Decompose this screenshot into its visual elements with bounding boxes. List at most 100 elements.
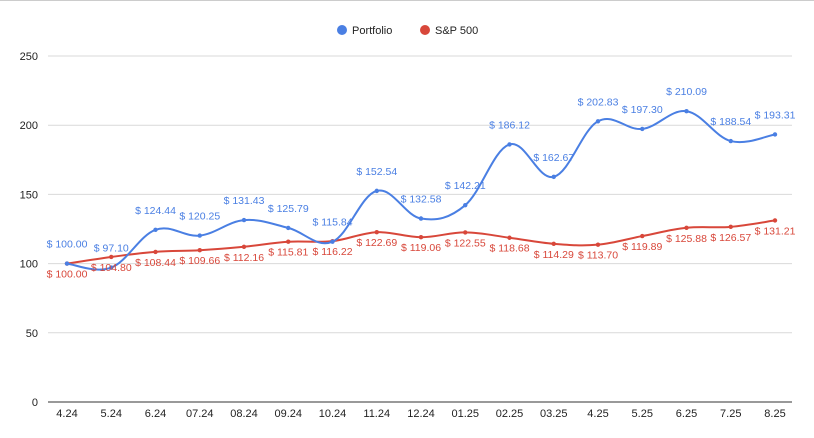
data-label: $ 131.21 xyxy=(755,225,796,237)
data-point xyxy=(684,225,689,230)
legend-label: S&P 500 xyxy=(435,25,478,37)
data-point xyxy=(640,233,645,239)
data-label: $ 131.43 xyxy=(224,195,265,207)
x-tick-label: 09.24 xyxy=(274,408,302,420)
data-label: $ 202.83 xyxy=(578,96,619,108)
data-label: $ 108.44 xyxy=(135,257,176,269)
data-label: $ 118.68 xyxy=(489,243,529,255)
data-label: $ 186.12 xyxy=(489,119,530,131)
data-label: $ 193.31 xyxy=(755,109,796,121)
y-tick-label: 50 xyxy=(26,328,38,340)
data-label: $ 114.29 xyxy=(534,249,574,261)
data-point xyxy=(595,242,601,247)
data-point xyxy=(330,239,335,244)
data-label: $ 132.58 xyxy=(401,194,442,206)
data-label: $ 116.22 xyxy=(312,246,352,258)
data-label: $ 119.06 xyxy=(401,242,441,254)
data-point xyxy=(153,227,158,232)
x-tick-label: 08.24 xyxy=(230,408,258,420)
data-point xyxy=(507,142,512,147)
data-label: $ 115.84 xyxy=(312,217,352,229)
x-tick-label: 5.25 xyxy=(632,408,653,420)
data-point xyxy=(286,239,291,244)
data-point xyxy=(728,138,733,144)
data-label: $ 210.09 xyxy=(666,86,707,98)
data-point xyxy=(551,174,556,180)
data-label: $ 113.70 xyxy=(578,250,618,262)
data-point xyxy=(153,249,158,255)
data-point xyxy=(595,119,601,124)
x-tick-label: 03.25 xyxy=(540,408,568,420)
data-point xyxy=(241,217,247,223)
data-point xyxy=(109,265,114,270)
data-point xyxy=(197,233,202,238)
data-point xyxy=(418,216,424,221)
legend: Portfolio S&P 500 xyxy=(337,25,478,37)
x-axis: 4.24 5.24 6.24 07.24 08.24 09.24 10.24 11.24 12.… xyxy=(56,408,785,420)
data-point xyxy=(241,244,247,249)
legend-label: Portfolio xyxy=(352,25,392,37)
data-label: $ 122.55 xyxy=(445,237,486,249)
data-label: $ 119.89 xyxy=(622,241,662,253)
data-point xyxy=(64,261,70,266)
data-label: $ 115.81 xyxy=(268,247,308,259)
series-lines xyxy=(64,109,778,271)
legend-swatch xyxy=(420,25,430,35)
data-label: $ 126.57 xyxy=(710,232,751,244)
legend-swatch xyxy=(337,25,347,35)
y-tick-label: 200 xyxy=(20,120,38,132)
y-tick-label: 100 xyxy=(20,259,38,271)
x-tick-label: 10.24 xyxy=(319,408,347,420)
x-tick-label: 07.24 xyxy=(186,408,214,420)
data-point xyxy=(374,229,379,235)
data-point xyxy=(374,188,379,194)
y-axis: 0 50 100 150 200 250 xyxy=(20,51,38,409)
x-tick-label: 4.25 xyxy=(587,408,608,420)
data-point xyxy=(640,126,645,132)
data-label: $ 125.79 xyxy=(268,203,309,215)
x-tick-label: 8.25 xyxy=(764,408,785,420)
data-point xyxy=(551,241,556,247)
data-point xyxy=(772,132,778,137)
data-label: $ 120.25 xyxy=(179,211,220,223)
data-point xyxy=(684,109,689,114)
x-tick-label: 5.24 xyxy=(101,408,122,420)
data-label: $ 142.21 xyxy=(445,180,486,192)
data-label: $ 124.44 xyxy=(135,205,176,217)
data-point xyxy=(109,254,114,260)
data-label: $ 197.30 xyxy=(622,104,663,116)
data-point xyxy=(772,218,778,223)
x-tick-label: 6.25 xyxy=(676,408,697,420)
data-label: $ 162.67 xyxy=(533,152,574,164)
data-labels: $ 100.00 $ 97.10$ 124.44 $ 120.25$ 131.43$… xyxy=(47,86,796,280)
data-label: $ 104.80 xyxy=(91,262,132,274)
data-label: $ 97.10 xyxy=(94,243,129,255)
data-point xyxy=(463,230,468,235)
x-tick-label: 11.24 xyxy=(363,408,390,420)
data-point xyxy=(463,202,468,208)
data-point xyxy=(507,235,512,240)
data-label: $ 109.66 xyxy=(179,255,220,267)
x-tick-label: 12.24 xyxy=(407,408,435,420)
y-tick-label: 250 xyxy=(20,51,38,63)
gridlines xyxy=(48,55,792,403)
data-label: $ 112.16 xyxy=(224,252,264,264)
data-label: $ 188.54 xyxy=(710,116,751,128)
data-label: $ 152.54 xyxy=(356,166,397,178)
data-label: $ 122.69 xyxy=(356,237,397,249)
data-point xyxy=(418,235,424,240)
y-tick-label: 150 xyxy=(20,189,38,201)
data-point xyxy=(728,224,733,230)
data-label: $ 125.88 xyxy=(666,233,707,245)
x-tick-label: 02.25 xyxy=(496,408,524,420)
x-tick-label: 6.24 xyxy=(145,408,166,420)
data-label: $ 100.00 xyxy=(47,269,88,281)
data-label: $ 100.00 xyxy=(47,239,88,251)
x-tick-label: 4.24 xyxy=(56,408,77,420)
y-tick-label: 0 xyxy=(32,397,38,409)
x-tick-label: 01.25 xyxy=(451,408,479,420)
data-point xyxy=(286,225,291,231)
x-tick-label: 7.25 xyxy=(720,408,741,420)
